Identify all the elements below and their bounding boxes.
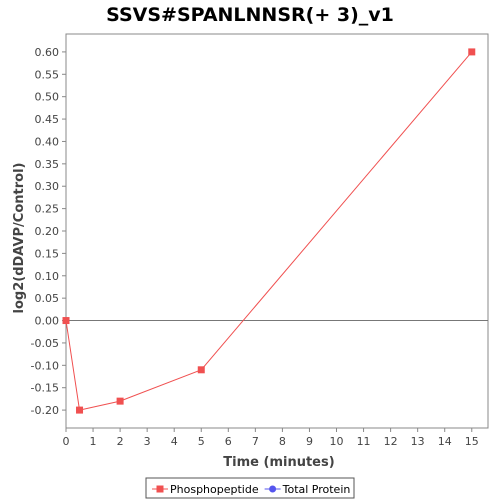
- plot-area: [65, 33, 489, 429]
- y-axis: 0.60 0.55 0.50 0.45 0.40 0.35 0.30 0.25 0.20 0.15…: [31, 46, 66, 417]
- x-tick-label: 10: [330, 435, 344, 448]
- legend-marker: [156, 485, 164, 493]
- data-point: [76, 406, 84, 414]
- series-group: [62, 48, 476, 414]
- x-tick-label: 2: [117, 435, 124, 448]
- y-tick-label: 0.50: [35, 91, 60, 104]
- legend: Phosphopeptide Total Protein: [145, 477, 355, 499]
- data-point: [468, 48, 476, 56]
- x-axis-title: Time (minutes): [223, 455, 334, 470]
- data-point: [62, 317, 70, 325]
- y-tick-label: 0.30: [35, 180, 60, 193]
- x-tick-label: 0: [63, 435, 70, 448]
- y-tick-label: 0.10: [35, 270, 60, 283]
- x-tick-label: 8: [279, 435, 286, 448]
- y-tick-label: 0.25: [35, 203, 60, 216]
- x-tick-label: 1: [90, 435, 97, 448]
- x-tick-label: 9: [306, 435, 313, 448]
- x-tick-label: 14: [438, 435, 452, 448]
- x-tick-label: 12: [384, 435, 398, 448]
- x-tick-label: 6: [225, 435, 232, 448]
- x-tick-label: 7: [252, 435, 259, 448]
- legend-label: Phosphopeptide: [170, 483, 259, 496]
- legend-box: [145, 477, 355, 499]
- y-tick-label: 0.60: [35, 46, 60, 59]
- data-point: [116, 397, 124, 405]
- x-tick-label: 13: [411, 435, 425, 448]
- y-tick-label: 0.15: [35, 247, 60, 260]
- chart-title: SSVS#SPANLNNSR(+ 3)_v1: [106, 4, 394, 26]
- y-tick-label: 0.40: [35, 135, 60, 148]
- x-tick-label: 11: [357, 435, 371, 448]
- x-tick-label: 4: [171, 435, 178, 448]
- y-tick-label: -0.15: [31, 382, 59, 395]
- y-tick-label: -0.05: [31, 337, 59, 350]
- y-axis-title: log2(dDAVP/Control): [12, 163, 27, 314]
- y-tick-label: 0.45: [35, 113, 60, 126]
- x-tick-label: 3: [144, 435, 151, 448]
- x-axis: 0 1 2 3 4 5 6 7 8 9 10 11 12 13 14 15: [63, 428, 479, 448]
- y-tick-label: -0.20: [31, 404, 59, 417]
- y-tick-label: -0.10: [31, 359, 59, 372]
- y-tick-label: 0.35: [35, 158, 60, 171]
- legend-marker: [269, 485, 277, 493]
- y-tick-label: 0.20: [35, 225, 60, 238]
- y-tick-label: 0.00: [35, 315, 60, 328]
- x-tick-label: 15: [465, 435, 479, 448]
- legend-label: Total Protein: [282, 483, 351, 496]
- x-tick-label: 5: [198, 435, 205, 448]
- y-tick-label: 0.55: [35, 68, 60, 81]
- y-tick-label: 0.05: [35, 292, 60, 305]
- data-point: [197, 366, 205, 374]
